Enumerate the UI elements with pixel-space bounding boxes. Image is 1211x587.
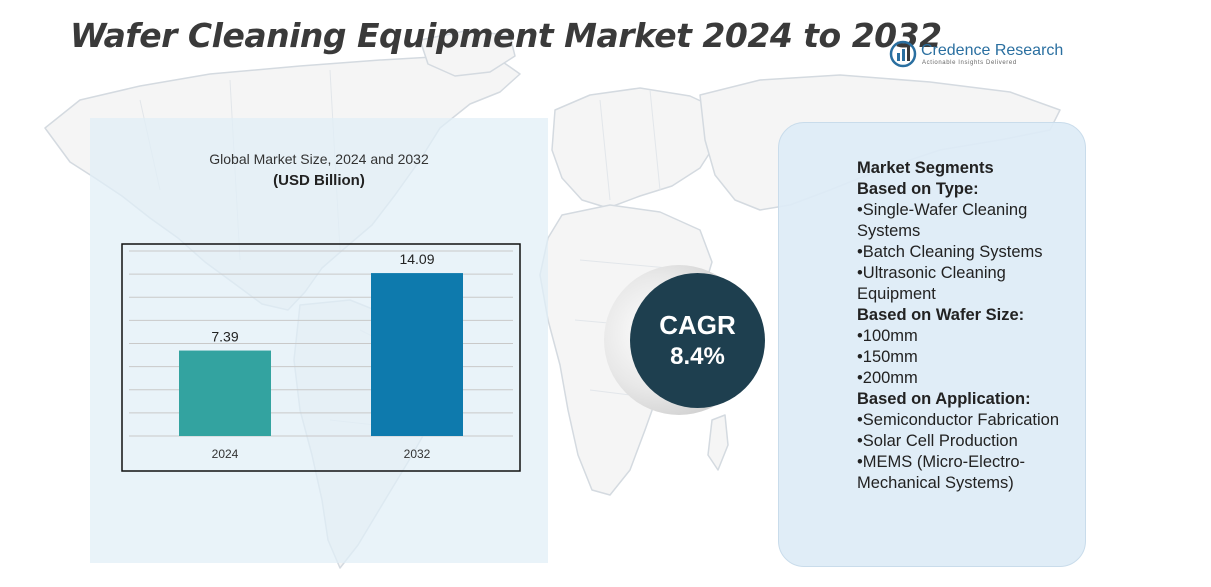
cagr-label: CAGR bbox=[659, 310, 736, 340]
data-label-2024: 7.39 bbox=[211, 329, 238, 345]
brand-tagline: Actionable Insights Delivered bbox=[922, 60, 1017, 66]
cagr-value: 8.4% bbox=[670, 343, 725, 370]
market-segments-list: Market Segments Based on Type: •Single-Waf… bbox=[857, 158, 1082, 494]
segment-item: •MEMS (Micro-Electro-Mechanical Systems) bbox=[857, 453, 1026, 492]
cagr-badge: CAGR 8.4% bbox=[630, 273, 765, 408]
segment-item: •150mm bbox=[857, 348, 918, 366]
segment-item: •Semiconductor Fabrication bbox=[857, 411, 1060, 429]
greenland-shape bbox=[419, 29, 516, 77]
page-title: Wafer Cleaning Equipment Market 2024 to … bbox=[70, 16, 942, 55]
data-label-2032: 14.09 bbox=[399, 251, 434, 267]
europe-shape bbox=[551, 87, 721, 209]
segment-heading: Based on Wafer Size: bbox=[857, 306, 1025, 324]
chart-unit-label: (USD Billion) bbox=[273, 172, 365, 189]
segment-item: •Single-Wafer Cleaning Systems bbox=[857, 201, 1028, 240]
chart-panel: Global Market Size, 2024 and 2032 (USD B… bbox=[90, 118, 548, 563]
segment-item: •Ultrasonic Cleaning Equipment bbox=[857, 264, 1006, 303]
bar-2032 bbox=[371, 273, 463, 436]
brand-logo-icon bbox=[889, 40, 917, 68]
market-segments-panel: Market Segments Based on Type: •Single-Waf… bbox=[778, 122, 1086, 567]
bar-2024 bbox=[179, 350, 271, 436]
x-tick-label-2032: 2032 bbox=[404, 447, 431, 461]
brand-name: Credence Research bbox=[921, 42, 1064, 59]
chart-frame bbox=[121, 243, 521, 472]
segment-heading: Based on Application: bbox=[857, 390, 1031, 408]
segment-item: •100mm bbox=[857, 327, 918, 345]
bar-chart: 7.39 2024 14.09 2032 bbox=[121, 243, 521, 472]
segment-heading: Market Segments bbox=[857, 159, 994, 177]
segment-item: •Batch Cleaning Systems bbox=[857, 243, 1043, 261]
segment-item: •Solar Cell Production bbox=[857, 432, 1018, 450]
segment-heading: Based on Type: bbox=[857, 180, 979, 198]
madagascar-shape bbox=[707, 414, 729, 471]
brand-logo: Credence Research Actionable Insights De… bbox=[889, 40, 1069, 70]
chart-title: Global Market Size, 2024 and 2032 bbox=[209, 151, 429, 167]
segment-item: •200mm bbox=[857, 369, 918, 387]
x-tick-label-2024: 2024 bbox=[212, 447, 239, 461]
